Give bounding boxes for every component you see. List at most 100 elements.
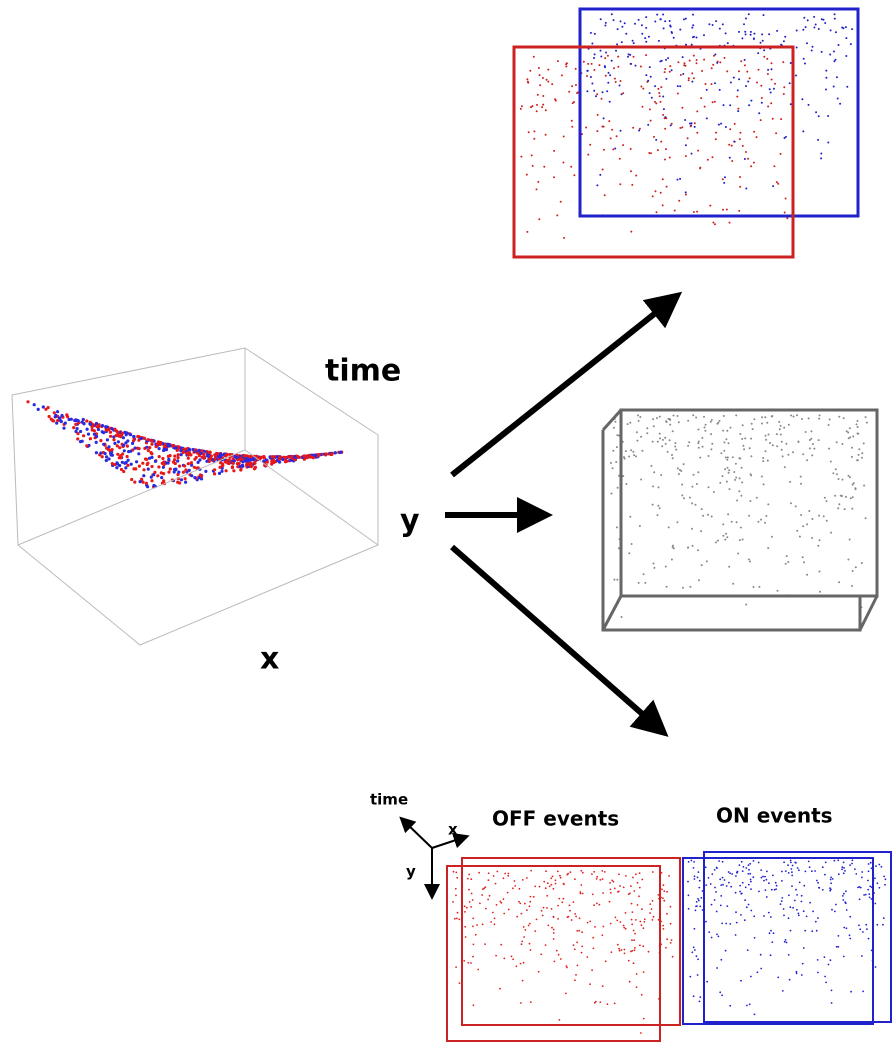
event-dot <box>209 457 212 460</box>
event-dot <box>819 571 821 573</box>
event-dot <box>701 897 703 899</box>
event-dot <box>102 443 105 446</box>
event-dot <box>874 903 876 905</box>
event-dot <box>636 440 638 442</box>
event-dot <box>278 461 281 464</box>
event-dot <box>558 954 560 956</box>
event-dot <box>677 85 679 87</box>
event-dot <box>677 179 679 181</box>
event-dot <box>580 884 582 886</box>
event-dot <box>95 435 98 438</box>
event-dot <box>728 472 730 474</box>
event-dot <box>739 433 741 435</box>
event-dot <box>610 137 612 139</box>
event-dot <box>146 438 149 441</box>
event-dot <box>812 46 814 48</box>
event-dot <box>150 465 153 468</box>
event-dot <box>468 874 470 876</box>
event-dot <box>851 585 853 587</box>
event-dot <box>758 862 760 864</box>
event-dot <box>696 905 698 907</box>
event-dot <box>771 79 773 81</box>
event-dot <box>750 888 752 890</box>
event-dot <box>637 882 639 884</box>
event-dot <box>677 467 679 469</box>
event-dot <box>26 400 29 403</box>
event-dot <box>760 42 762 44</box>
event-dot <box>200 475 203 478</box>
event-dot <box>76 437 79 440</box>
event-dot <box>685 155 687 157</box>
event-dot <box>581 931 583 933</box>
event-dot <box>785 870 787 872</box>
event-dot <box>615 81 617 83</box>
event-dot <box>109 435 112 438</box>
event-dot <box>767 69 769 71</box>
event-dot <box>167 471 170 474</box>
event-dot <box>770 102 772 104</box>
event-dot <box>829 54 831 56</box>
event-dot <box>599 174 601 176</box>
event-dot <box>725 950 727 952</box>
event-dot <box>633 890 635 892</box>
event-dot <box>772 118 774 120</box>
event-dot <box>547 925 549 927</box>
event-dot <box>169 467 172 470</box>
event-dot <box>769 932 771 934</box>
event-dot <box>711 83 713 85</box>
event-dot <box>802 556 804 558</box>
event-dot <box>726 209 728 211</box>
event-dot <box>738 490 740 492</box>
event-dot <box>858 448 860 450</box>
event-dot <box>550 877 552 879</box>
event-dot <box>766 58 768 60</box>
event-dot <box>748 864 750 866</box>
event-dot <box>740 495 742 497</box>
event-dot <box>649 66 651 68</box>
event-dot <box>234 455 237 458</box>
event-dot <box>108 449 111 452</box>
event-dot <box>824 497 826 499</box>
event-dot <box>574 979 576 981</box>
event-dot <box>731 160 733 162</box>
event-dot <box>678 473 680 475</box>
event-dot <box>596 130 598 132</box>
event-dot <box>569 910 571 912</box>
event-dot <box>683 497 685 499</box>
event-dot <box>812 443 814 445</box>
event-dot <box>703 416 705 418</box>
event-dot <box>681 484 683 486</box>
event-dot <box>802 130 804 132</box>
event-dot <box>689 976 691 978</box>
event-dot <box>589 983 591 985</box>
event-dot <box>680 74 682 76</box>
event-dot <box>722 430 724 432</box>
event-dot <box>747 873 749 875</box>
event-dot <box>154 460 157 463</box>
event-dot <box>860 887 862 889</box>
event-dot <box>621 26 623 28</box>
event-dot <box>826 520 828 522</box>
event-dot <box>156 474 159 477</box>
event-dot <box>266 461 269 464</box>
key-x-axis <box>432 838 462 848</box>
event-dot <box>653 425 655 427</box>
event-dot <box>719 991 721 993</box>
event-dot <box>191 448 194 451</box>
event-dot <box>722 23 724 25</box>
event-dot <box>581 946 583 948</box>
event-dot <box>595 1001 597 1003</box>
event-dot <box>203 455 206 458</box>
event-dot <box>629 981 631 983</box>
event-dot <box>769 442 771 444</box>
event-dot <box>809 447 811 449</box>
event-dot <box>228 459 231 462</box>
event-dot <box>470 878 472 880</box>
event-dot <box>190 474 193 477</box>
event-dot <box>830 29 832 31</box>
event-dot <box>716 867 718 869</box>
event-dot <box>106 438 109 441</box>
event-dot <box>630 148 632 150</box>
event-dot <box>651 97 653 99</box>
event-dot <box>605 22 607 24</box>
